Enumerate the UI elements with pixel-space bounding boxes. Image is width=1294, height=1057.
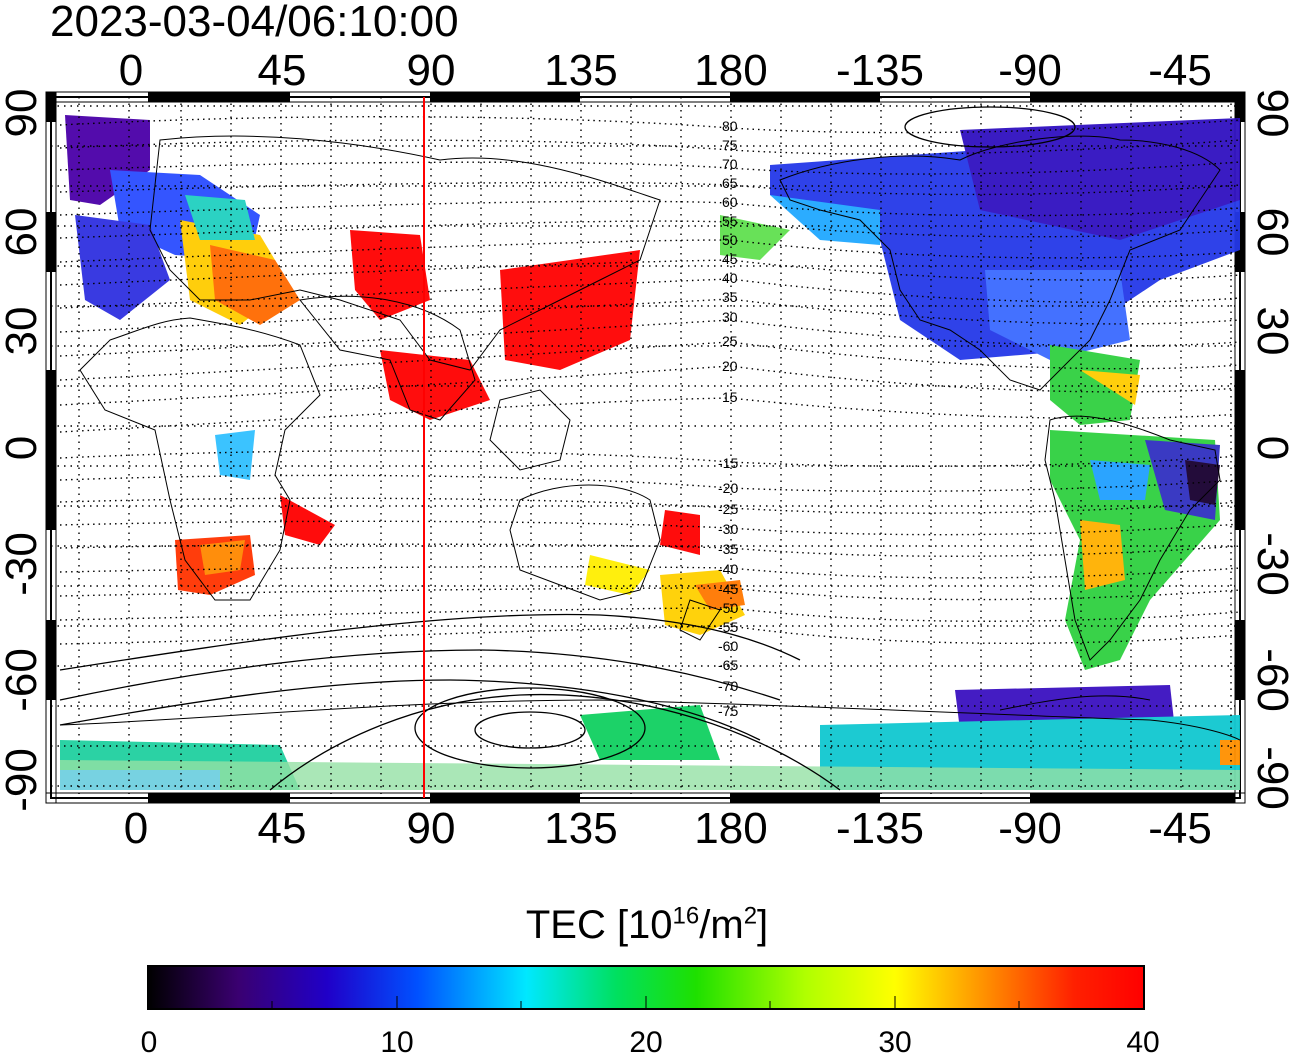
lon-tick-label: 90 — [407, 46, 456, 95]
mlat-label: 60 — [722, 194, 738, 210]
mlat-label: 15 — [722, 389, 738, 405]
frame-tick-bands — [45, 91, 1246, 804]
mlat-label: 45 — [722, 251, 738, 267]
mlat-label: -15 — [718, 455, 738, 471]
mlat-label: -35 — [718, 541, 738, 557]
lat-tick-label: 0 — [0, 436, 46, 460]
mlat-label: 75 — [722, 137, 738, 153]
colorbar-tick-label: 0 — [141, 1026, 158, 1057]
lon-tick-label: 90 — [407, 804, 456, 853]
lat-tick-label: 0 — [1248, 436, 1294, 460]
lon-tick-label: 45 — [258, 804, 307, 853]
mlat-label: 35 — [722, 289, 738, 305]
lat-axis-right: 90 60 30 0 -30 -60 -90 — [1248, 89, 1294, 810]
magnetic-latitude-contours — [59, 116, 1240, 645]
mlat-label: -70 — [718, 678, 738, 694]
mlat-label: 70 — [722, 156, 738, 172]
lon-tick-label: -135 — [836, 804, 924, 853]
lon-tick-label: 0 — [119, 46, 143, 95]
lat-tick-label: 90 — [1248, 89, 1294, 138]
colorbar-title-suffix: ] — [757, 903, 769, 947]
lon-tick-label: 135 — [544, 804, 617, 853]
mlat-label: -20 — [718, 480, 738, 496]
colorbar-title: TEC [1016/m2] — [0, 902, 1294, 948]
mlat-label: 55 — [722, 213, 738, 229]
mlat-label: 40 — [722, 270, 738, 286]
magnetic-pole-contours — [59, 106, 1076, 791]
lon-tick-label: 45 — [258, 46, 307, 95]
colorbar-ticks — [271, 996, 1020, 1009]
lat-tick-label: 30 — [1248, 307, 1294, 356]
lon-tick-label: 180 — [694, 804, 767, 853]
colorbar-tick-label: 10 — [380, 1026, 413, 1057]
lat-tick-label: -90 — [1248, 746, 1294, 810]
lat-axis-left: 90 60 30 0 -30 -60 -90 — [0, 89, 46, 812]
magnetic-lat-labels: 80 75 70 65 60 55 50 45 40 35 30 25 20 1… — [718, 118, 738, 719]
map-title: 2023-03-04/06:10:00 — [50, 0, 459, 46]
lon-tick-label: -90 — [998, 804, 1062, 853]
colorbar-tick-label: 40 — [1126, 1026, 1159, 1057]
lon-tick-label: -45 — [1148, 46, 1212, 95]
mlat-label: -65 — [718, 657, 738, 673]
lat-tick-label: -60 — [0, 648, 46, 712]
lat-tick-label: 90 — [0, 89, 46, 138]
mlat-label: 30 — [722, 309, 738, 325]
lon-tick-label: -135 — [836, 46, 924, 95]
mlat-label: -30 — [718, 521, 738, 537]
mlat-label: -50 — [718, 600, 738, 616]
lat-tick-label: 30 — [0, 307, 46, 356]
lon-axis-top: 0 45 90 135 180 -135 -90 -45 — [119, 46, 1212, 95]
colorbar-tick-label: 30 — [878, 1026, 911, 1057]
mlat-label: 25 — [722, 333, 738, 349]
colorbar-tick-labels: 0 10 20 30 40 — [141, 1026, 1160, 1057]
colorbar-title-prefix: TEC [10 — [525, 903, 673, 947]
colorbar-tick-label: 20 — [629, 1026, 662, 1057]
lat-tick-label: -30 — [1248, 532, 1294, 596]
lat-tick-label: 60 — [0, 208, 46, 257]
coastlines — [59, 135, 1240, 741]
tec-data-patches — [60, 115, 1240, 790]
mlat-label: 20 — [722, 358, 738, 374]
mlat-label: -40 — [718, 561, 738, 577]
mlat-label: -45 — [718, 581, 738, 597]
lat-tick-label: -30 — [0, 532, 46, 596]
lat-tick-label: -60 — [1248, 648, 1294, 712]
lat-tick-label: 60 — [1248, 208, 1294, 257]
mlat-label: -60 — [718, 638, 738, 654]
mlat-label: -55 — [718, 619, 738, 635]
lon-tick-label: -90 — [998, 46, 1062, 95]
colorbar-title-exponent2: 2 — [743, 902, 758, 930]
lon-axis-bottom: 0 45 90 135 180 -135 -90 -45 — [124, 804, 1212, 853]
colorbar-title-exponent: 16 — [672, 902, 700, 930]
colorbar-title-unit: /m — [699, 903, 744, 947]
mlat-label: -75 — [718, 703, 738, 719]
mlat-label: -25 — [718, 501, 738, 517]
lon-tick-label: -45 — [1148, 804, 1212, 853]
lon-tick-label: 135 — [544, 46, 617, 95]
lon-tick-label: 180 — [694, 46, 767, 95]
mlat-label: 80 — [722, 118, 738, 134]
lon-tick-label: 0 — [124, 804, 148, 853]
lat-tick-label: -90 — [0, 748, 46, 812]
mlat-label: 50 — [722, 232, 738, 248]
mlat-label: 65 — [722, 175, 738, 191]
